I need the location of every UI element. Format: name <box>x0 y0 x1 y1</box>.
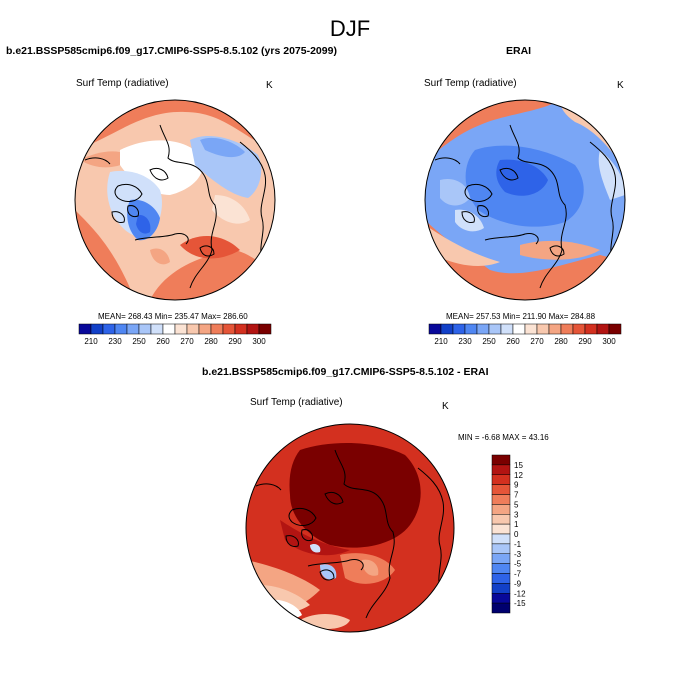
panel3-units: K <box>442 401 449 412</box>
panel1-colorbar-swatch <box>90 323 104 335</box>
panel1-colorbar-swatch <box>210 323 224 335</box>
panel2-colorbar-tick-label: 250 <box>482 337 496 346</box>
panel3-colorbar-swatch <box>491 523 511 535</box>
panel1-colorbar-tick-label: 210 <box>84 337 98 346</box>
panel3-colorbar-swatch <box>491 454 511 466</box>
panel1-colorbar-swatch <box>162 323 176 335</box>
panel1-colorbar-swatch <box>102 323 116 335</box>
panel1-stats: MEAN= 268.43 Min= 235.47 Max= 286.60 <box>98 312 248 321</box>
panel1-colorbar-swatch <box>186 323 200 335</box>
panel3-colorbar-tick-label: -1 <box>514 540 522 549</box>
panel3-colorbar-tick-label: 0 <box>514 530 519 539</box>
panel2-left-label: Surf Temp (radiative) <box>424 78 517 89</box>
panel1-colorbar-swatch <box>198 323 212 335</box>
panel1-colorbar-tick-label: 280 <box>204 337 218 346</box>
panel3-colorbar-swatch <box>491 494 511 505</box>
panel3-colorbar-tick-label: 1 <box>514 520 519 529</box>
panel1-colorbar-tick-label: 230 <box>108 337 122 346</box>
panel3-colorbar-swatch <box>491 464 511 475</box>
panel2-colorbar-swatch <box>452 323 466 335</box>
panel3-colorbar-tick-label: 9 <box>514 481 519 490</box>
panel1-units: K <box>266 80 273 91</box>
panel3-left-label: Surf Temp (radiative) <box>250 397 343 408</box>
panel2-colorbar-tick-label: 280 <box>554 337 568 346</box>
panel3-colorbar-tick-label: 5 <box>514 500 519 509</box>
panel3-colorbar-swatch <box>491 573 511 584</box>
panel1-colorbar-tick-label: 270 <box>180 337 194 346</box>
panel2-colorbar-tick-label: 290 <box>578 337 592 346</box>
panel3-colorbar-swatch <box>491 474 511 485</box>
panel2-colorbar-swatch <box>512 323 526 335</box>
panel2-colorbar-swatch <box>440 323 454 335</box>
panel1-colorbar-swatch <box>246 323 260 335</box>
panel2-colorbar-swatch <box>428 323 442 335</box>
panel2-colorbar-swatch <box>584 323 598 335</box>
panel3-colorbar-swatch <box>491 553 511 564</box>
panel2-colorbar-swatch <box>464 323 478 335</box>
panel2-colorbar-swatch <box>608 323 622 335</box>
panel2-title: ERAI <box>506 45 532 57</box>
panel2-colorbar-tick-label: 270 <box>530 337 544 346</box>
panel3-colorbar-tick-label: -9 <box>514 579 522 588</box>
panel1-colorbar-tick-label: 250 <box>132 337 146 346</box>
panel2-colorbar-swatch <box>488 323 502 335</box>
panel2-colorbar-tick-label: 230 <box>458 337 472 346</box>
panel3-colorbar-tick-label: 7 <box>514 491 519 500</box>
panel1-colorbar-swatch <box>78 323 92 335</box>
panel1-colorbar-tick-label: 290 <box>228 337 242 346</box>
panel2-colorbar-swatch <box>536 323 550 335</box>
panel3-colorbar-swatch <box>491 484 511 495</box>
panel2-colorbar-swatch <box>476 323 490 335</box>
panel1-colorbar-tick-label: 260 <box>156 337 170 346</box>
panel2-colorbar-swatch <box>548 323 562 335</box>
panel3-colorbar-tick-label: -15 <box>514 599 526 608</box>
panel1-colorbar-swatch <box>234 323 248 335</box>
panel2-colorbar-tick-label: 300 <box>602 337 616 346</box>
panel1-colorbar-swatch <box>222 323 236 335</box>
panel3-colorbar-tick-label: -7 <box>514 570 522 579</box>
panel3-map <box>245 423 455 633</box>
panel2-units: K <box>617 80 624 91</box>
panel3-title: b.e21.BSSP585cmip6.f09_g17.CMIP6-SSP5-8.… <box>202 366 489 378</box>
panel2-colorbar: 210 230 250 260 270 280 290 300 <box>428 323 622 346</box>
panel2-colorbar-tick-label: 210 <box>434 337 448 346</box>
panel1-left-label: Surf Temp (radiative) <box>76 78 169 89</box>
panel1-map <box>74 99 276 301</box>
panel1-colorbar-swatch <box>138 323 152 335</box>
panel3-stats: MIN = -6.68 MAX = 43.16 <box>458 433 549 442</box>
panel3-colorbar-swatch <box>491 543 511 554</box>
panel1-colorbar-tick-label: 300 <box>252 337 266 346</box>
panel3-colorbar-tick-label: -3 <box>514 550 522 559</box>
panel2-stats: MEAN= 257.53 Min= 211.90 Max= 284.88 <box>446 312 596 321</box>
figure-title: DJF <box>329 16 371 41</box>
panel2-colorbar-swatch <box>500 323 514 335</box>
panel1-colorbar-swatch <box>174 323 188 335</box>
panel2-colorbar-swatch <box>560 323 574 335</box>
panel1-colorbar-swatch <box>114 323 128 335</box>
panel2-map <box>424 99 626 301</box>
panel2-colorbar-swatch <box>572 323 586 335</box>
panel3-colorbar-tick-label: 3 <box>514 510 519 519</box>
panel3-colorbar-swatch <box>491 563 511 574</box>
panel1-colorbar-swatch <box>150 323 164 335</box>
panel3-colorbar-swatch <box>491 504 511 515</box>
panel3-colorbar-swatch <box>491 593 511 604</box>
panel3-colorbar-swatch <box>491 602 511 614</box>
panel1-colorbar-swatch <box>126 323 140 335</box>
panel3-colorbar-tick-label: 12 <box>514 471 523 480</box>
panel1-title: b.e21.BSSP585cmip6.f09_g17.CMIP6-SSP5-8.… <box>6 45 337 57</box>
panel3-colorbar-swatch <box>491 514 511 525</box>
panel2-colorbar-swatch <box>524 323 538 335</box>
panel2-colorbar-swatch <box>596 323 610 335</box>
panel3-colorbar-tick-label: -12 <box>514 589 526 598</box>
panel1-colorbar-swatch <box>258 323 272 335</box>
panel3-colorbar-tick-label: -5 <box>514 560 522 569</box>
panel2-colorbar-tick-label: 260 <box>506 337 520 346</box>
panel3-colorbar-swatch <box>491 583 511 594</box>
panel3-colorbar-swatch <box>491 533 511 545</box>
panel1-colorbar: 210 230 250 260 270 280 290 300 <box>78 323 272 346</box>
panel3-colorbar-tick-label: 15 <box>514 461 523 470</box>
